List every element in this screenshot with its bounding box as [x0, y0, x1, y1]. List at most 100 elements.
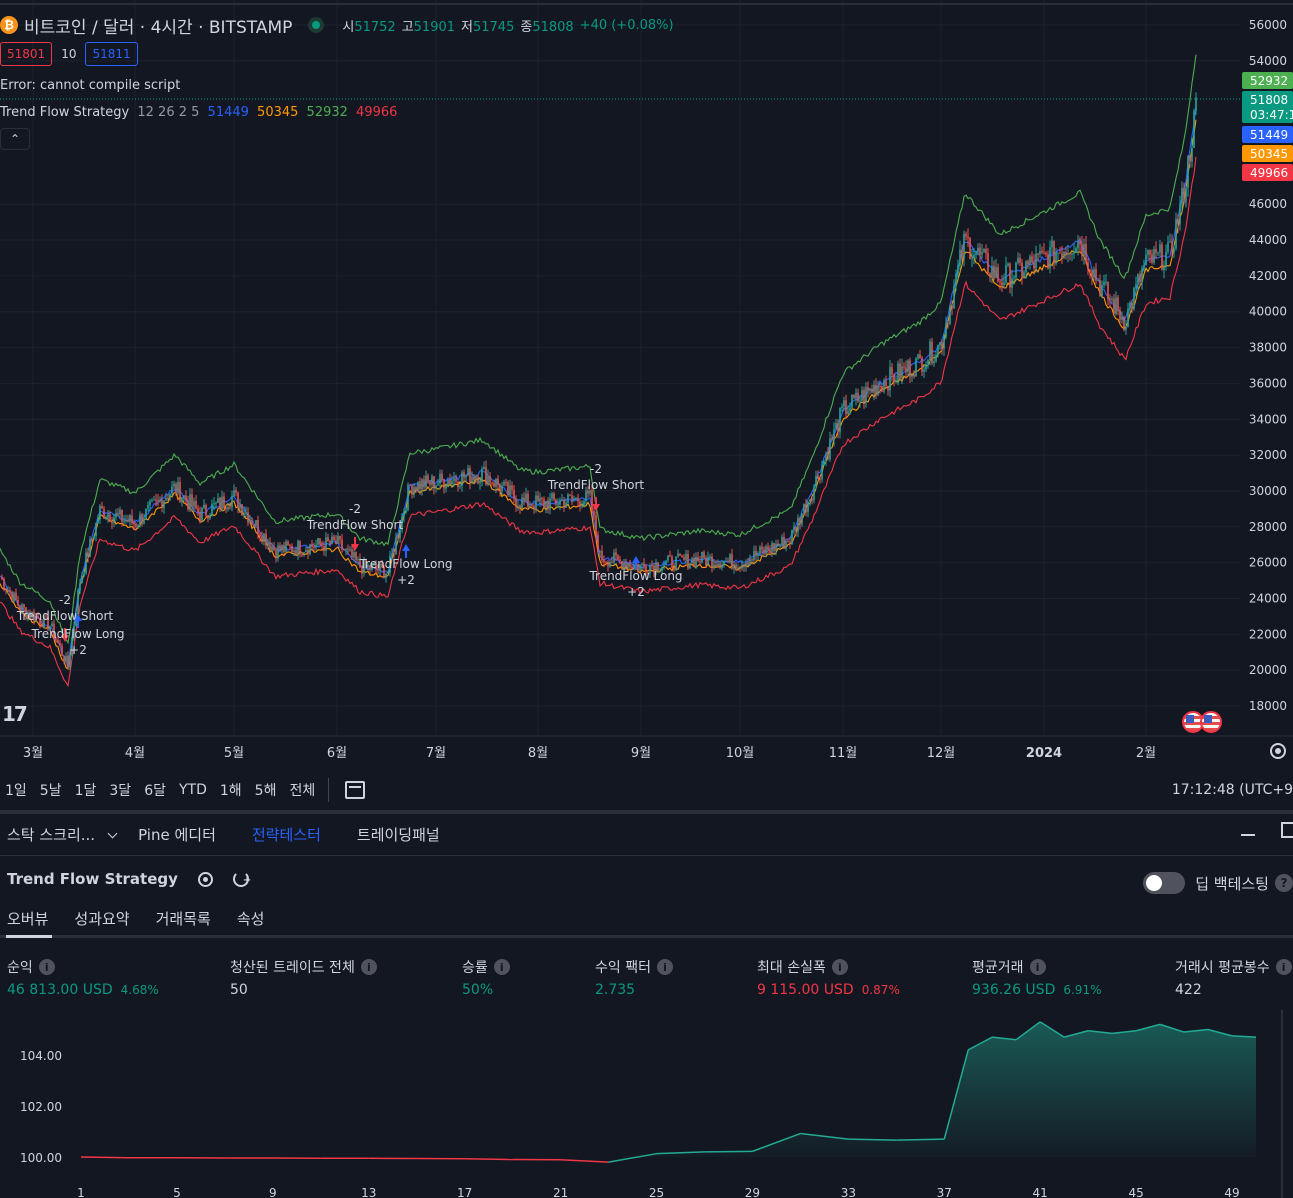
calendar-icon[interactable] — [345, 781, 366, 799]
event-flags[interactable] — [1182, 711, 1222, 733]
candle-body — [1145, 254, 1147, 266]
candle-body — [435, 484, 437, 489]
candle-body — [919, 354, 921, 359]
info-icon[interactable]: i — [493, 959, 510, 975]
trade-signal-long[interactable]: TrendFlow Long +2 — [30, 614, 125, 657]
candle-body — [363, 559, 365, 574]
trade-signal-long[interactable]: TrendFlow Long +2 — [358, 544, 453, 587]
trade-signal-short[interactable]: -2 TrendFlow Short — [16, 593, 114, 642]
subtab-overview[interactable]: 오버뷰 — [7, 910, 49, 928]
tab-stock-screener[interactable]: 스탁 스크리... — [7, 824, 118, 845]
candlesticks — [1, 92, 1197, 671]
subtab-trades[interactable]: 거래목록 — [155, 910, 211, 928]
candle-body — [419, 481, 421, 490]
svg-text:49966: 49966 — [1250, 166, 1288, 180]
candle-body — [581, 505, 583, 507]
range-1m[interactable]: 1달 — [74, 783, 97, 799]
chevron-down-icon[interactable] — [107, 828, 118, 839]
candle-body — [959, 249, 961, 266]
candle-body — [1033, 262, 1035, 269]
info-icon[interactable]: i — [656, 959, 673, 975]
tab-trading-panel[interactable]: 트레이딩패널 — [356, 826, 440, 844]
symbol-title[interactable]: 비트코인 / 달러 · 4시간 · BITSTAMP — [24, 17, 293, 38]
info-icon[interactable]: i — [38, 959, 55, 975]
info-icon[interactable]: i — [1029, 959, 1046, 975]
candle-body — [107, 514, 109, 518]
range-all[interactable]: 전체 — [289, 783, 316, 799]
chart-settings-icon[interactable] — [1270, 743, 1286, 759]
pane-divider[interactable] — [0, 810, 1293, 814]
subtab-performance[interactable]: 성과요약 — [74, 910, 130, 928]
help-icon[interactable]: ? — [1275, 874, 1293, 892]
equity-line-segment — [1135, 1023, 1161, 1032]
candle-body — [111, 521, 113, 524]
maximize-icon[interactable] — [1281, 822, 1293, 838]
trade-signal-long[interactable]: TrendFlow Long +2 — [588, 556, 683, 599]
candle-body — [1131, 302, 1133, 309]
range-toolbar: 1일 5날 1달 3달 6달 YTD 1해 5해 전체 17:12:48 (UT… — [0, 770, 1293, 810]
candle-body — [1189, 155, 1191, 162]
info-icon[interactable]: i — [360, 959, 377, 975]
tab-pine-editor[interactable]: Pine 에디터 — [138, 826, 216, 844]
clock-timezone[interactable]: 17:12:48 (UTC+9 — [1171, 782, 1293, 798]
buy-button[interactable]: 51811 — [85, 42, 138, 66]
trade-signal-short[interactable]: -2 TrendFlow Short — [547, 462, 645, 511]
range-1d[interactable]: 1일 — [5, 783, 27, 799]
info-icon[interactable]: i — [831, 959, 848, 975]
candle-body — [705, 557, 707, 566]
equity-line-segment — [464, 1158, 513, 1161]
indicator-legend[interactable]: Trend Flow Strategy 12 26 2 5 51449 5034… — [0, 105, 401, 120]
candle-body — [237, 492, 239, 509]
candle-body — [611, 561, 613, 563]
candle-body — [1117, 297, 1119, 310]
minimize-icon[interactable] — [1241, 822, 1255, 836]
subtab-properties[interactable]: 속성 — [236, 910, 265, 928]
indicator-value-basis: 51449 — [207, 105, 249, 120]
candle-body — [211, 504, 213, 516]
candle-body — [969, 237, 971, 259]
candle-body — [91, 539, 93, 541]
candle-body — [501, 485, 503, 492]
candle-body — [715, 564, 717, 567]
candle-body — [853, 394, 855, 399]
candle-body — [451, 480, 453, 485]
svg-text:03:47:1: 03:47:1 — [1250, 108, 1293, 122]
equity-chart[interactable]: 104.00 102.00 100.00 1 5 9 13 17 21 25 29 33 37 41 45 4… — [0, 1010, 1293, 1198]
candle-body — [59, 642, 61, 646]
candle-body — [391, 553, 393, 556]
tab-strategy-tester[interactable]: 전략테스터 — [251, 826, 321, 844]
deep-backtest-toggle[interactable] — [1143, 872, 1186, 894]
candle-body — [165, 498, 167, 501]
chart-pane[interactable]: -2 TrendFlow Short TrendFlow Long +2 -2 Trend… — [0, 0, 1293, 810]
candle-body — [525, 493, 527, 501]
candle-body — [1001, 282, 1003, 286]
range-ytd[interactable]: YTD — [178, 782, 207, 798]
candle-body — [23, 604, 25, 608]
price-chart[interactable]: -2 TrendFlow Short TrendFlow Long +2 -2 Trend… — [0, 0, 1293, 770]
candle-body — [683, 557, 685, 560]
refresh-icon[interactable] — [232, 871, 251, 887]
range-5d[interactable]: 5날 — [39, 783, 62, 799]
signal-qty: -2 — [59, 593, 71, 607]
equity-x-tick: 9 — [269, 1186, 277, 1198]
ohlc-close: 종51808 — [520, 19, 574, 35]
range-5y[interactable]: 5해 — [254, 783, 277, 799]
candle-body — [421, 479, 423, 490]
metric-max-drawdown: 최대 손실폭 i 9 115.00 USD 0.87% — [757, 959, 900, 998]
price-tick-label: 38000 — [1249, 341, 1287, 355]
range-1y[interactable]: 1해 — [219, 783, 242, 799]
candle-body — [617, 555, 619, 560]
info-icon[interactable]: i — [1275, 959, 1292, 975]
range-3m[interactable]: 3달 — [109, 783, 132, 799]
candle-body — [189, 494, 191, 509]
range-6m[interactable]: 6달 — [144, 783, 166, 799]
tradingview-logo[interactable]: 17 — [2, 702, 28, 726]
collapse-legend-button[interactable]: ⌃ — [0, 128, 30, 150]
trade-signal-short[interactable]: -2 TrendFlow Short — [306, 502, 404, 551]
candle-body — [499, 484, 501, 492]
sell-button[interactable]: 51801 — [0, 42, 53, 66]
gear-icon[interactable] — [197, 871, 213, 887]
us-flag-icon[interactable] — [1200, 711, 1222, 733]
indicator-name[interactable]: Trend Flow Strategy — [0, 105, 130, 120]
candle-body — [441, 473, 443, 480]
